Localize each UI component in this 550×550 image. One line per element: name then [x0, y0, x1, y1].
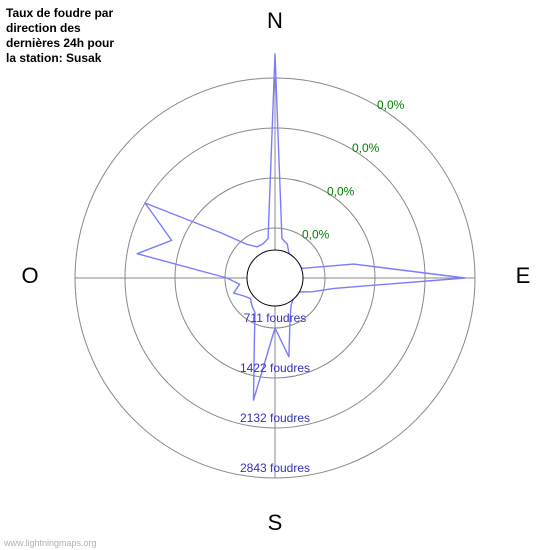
ring-label-foudres: 1422 foudres: [240, 361, 310, 375]
chart-title: Taux de foudre par direction des dernièr…: [6, 6, 116, 66]
polar-rose-chart: 711 foudres 1422 foudres 2132 foudres 2843 …: [0, 0, 550, 550]
ring-label-foudres: 2132 foudres: [240, 411, 310, 425]
ring-label-pct: 0,0%: [327, 184, 355, 198]
cardinal-label: N: [267, 8, 283, 33]
ring-label-foudres: 711 foudres: [244, 311, 307, 325]
ring-label-pct: 0,0%: [302, 228, 330, 242]
source-footer: www.lightningmaps.org: [4, 538, 97, 548]
cardinal-label: O: [21, 263, 38, 288]
center-circle: [247, 250, 303, 306]
cardinal-label: E: [516, 263, 531, 288]
ring-label-pct: 0,0%: [352, 141, 380, 155]
ring-label-foudres: 2843 foudres: [240, 461, 310, 475]
ring-label-pct: 0,0%: [377, 98, 405, 112]
cardinal-label: S: [268, 510, 283, 535]
